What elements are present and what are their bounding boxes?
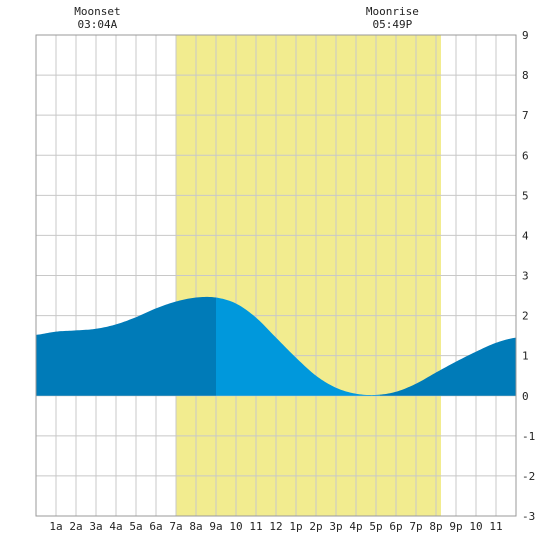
x-tick-label: 9p xyxy=(449,520,462,533)
x-tick-label: 11 xyxy=(249,520,262,533)
x-tick-label: 3p xyxy=(329,520,342,533)
x-tick-label: 11 xyxy=(489,520,502,533)
moon-event-label: Moonrise xyxy=(366,5,419,18)
x-tick-label: 5p xyxy=(369,520,382,533)
x-tick-label: 6a xyxy=(149,520,162,533)
y-tick-label: -3 xyxy=(522,510,535,523)
y-tick-label: 3 xyxy=(522,270,529,283)
y-tick-label: 9 xyxy=(522,29,529,42)
x-tick-label: 4a xyxy=(109,520,122,533)
x-tick-label: 2p xyxy=(309,520,322,533)
x-tick-label: 9a xyxy=(209,520,222,533)
x-tick-label: 4p xyxy=(349,520,362,533)
tide-area-late xyxy=(380,337,516,396)
x-tick-label: 1a xyxy=(49,520,62,533)
y-tick-label: 0 xyxy=(522,390,529,403)
x-tick-label: 12 xyxy=(269,520,282,533)
moon-event-time: 03:04A xyxy=(78,18,118,31)
moon-event-time: 05:49P xyxy=(373,18,413,31)
x-tick-label: 6p xyxy=(389,520,402,533)
y-tick-label: 6 xyxy=(522,149,529,162)
y-tick-label: 2 xyxy=(522,310,529,323)
x-tick-label: 10 xyxy=(229,520,242,533)
tide-area-highlight xyxy=(216,297,380,396)
x-tick-label: 7p xyxy=(409,520,422,533)
x-tick-label: 1p xyxy=(289,520,302,533)
plot-border xyxy=(35,34,517,517)
tide-area-early xyxy=(36,296,216,396)
x-tick-label: 7a xyxy=(169,520,182,533)
y-tick-label: 1 xyxy=(522,350,529,363)
x-tick-label: 8p xyxy=(429,520,442,533)
y-tick-label: -1 xyxy=(522,430,535,443)
y-tick-label: 4 xyxy=(522,229,529,242)
x-tick-label: 8a xyxy=(189,520,202,533)
moon-event-label: Moonset xyxy=(74,5,120,18)
x-tick-label: 3a xyxy=(89,520,102,533)
y-tick-label: -2 xyxy=(522,470,535,483)
x-tick-label: 5a xyxy=(129,520,142,533)
x-tick-label: 10 xyxy=(469,520,482,533)
x-tick-label: 2a xyxy=(69,520,82,533)
y-tick-label: 7 xyxy=(522,109,529,122)
y-tick-label: 8 xyxy=(522,69,529,82)
y-tick-label: 5 xyxy=(522,189,529,202)
